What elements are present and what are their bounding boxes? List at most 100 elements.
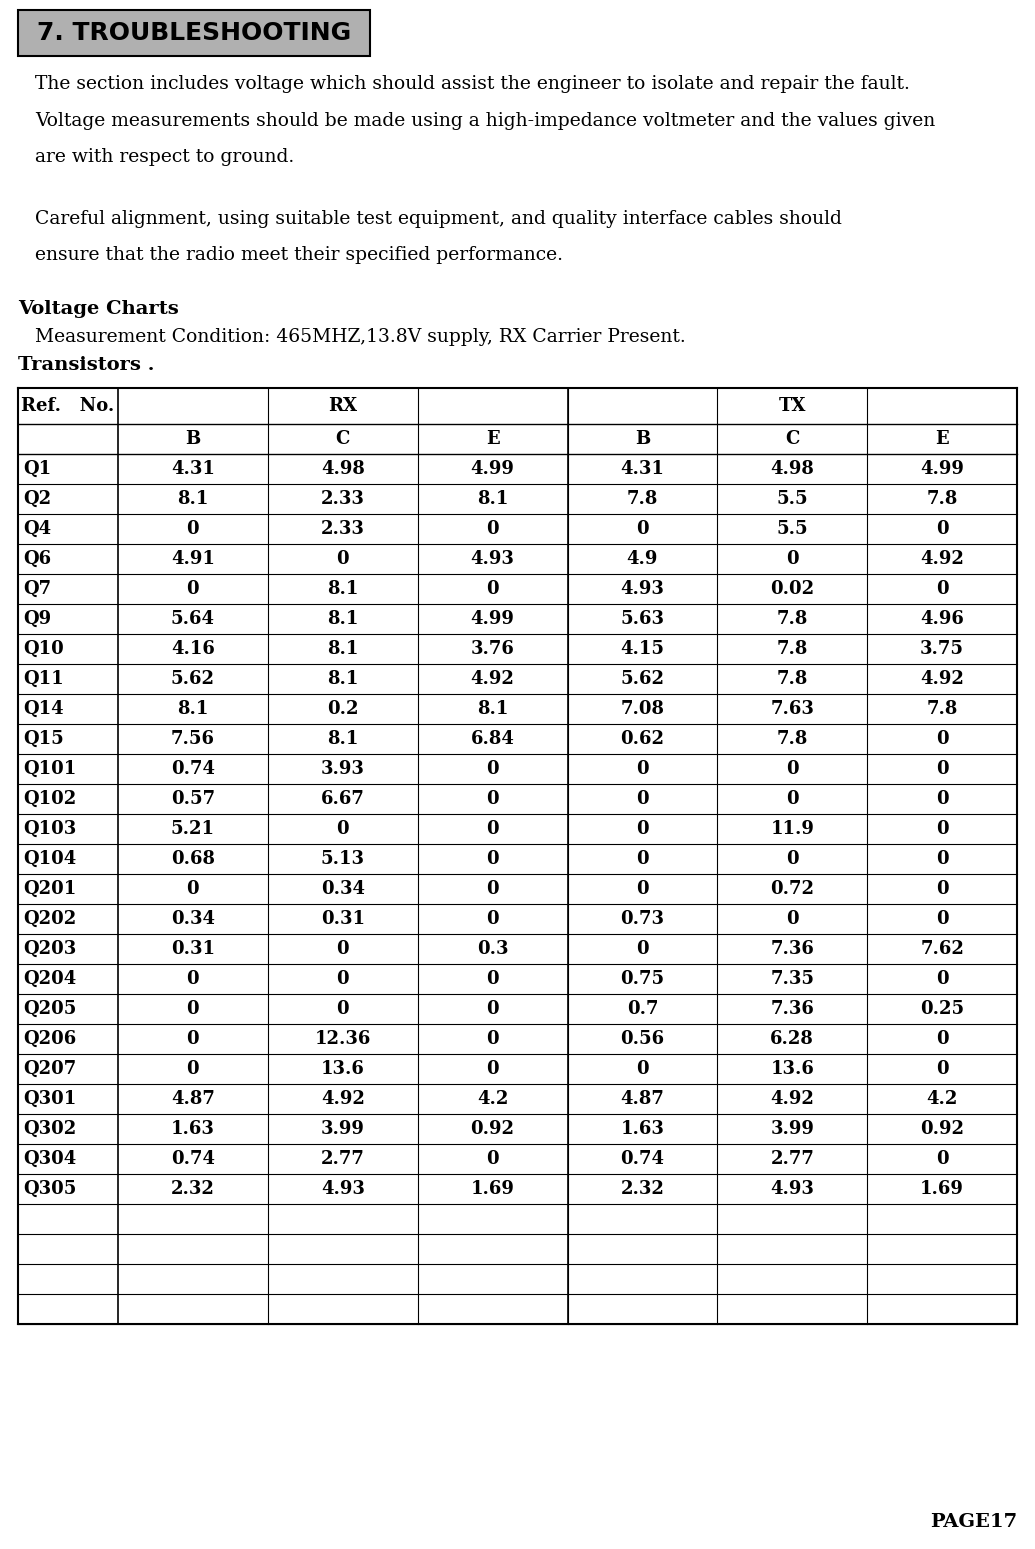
Text: Q7: Q7 — [23, 579, 51, 598]
Text: Q304: Q304 — [23, 1149, 77, 1168]
Text: 0.31: 0.31 — [321, 909, 364, 928]
Text: 4.15: 4.15 — [620, 640, 664, 658]
Text: 5.64: 5.64 — [171, 610, 215, 627]
Text: 0: 0 — [486, 761, 499, 778]
Text: 0: 0 — [936, 520, 948, 538]
Text: 1.63: 1.63 — [171, 1120, 215, 1139]
Text: 7.8: 7.8 — [776, 610, 808, 627]
Text: 5.5: 5.5 — [776, 489, 808, 508]
Text: Q202: Q202 — [23, 909, 77, 928]
Text: 0.74: 0.74 — [171, 1149, 215, 1168]
Text: 8.1: 8.1 — [477, 489, 508, 508]
Text: Q204: Q204 — [23, 970, 77, 988]
Text: 0: 0 — [336, 970, 349, 988]
Text: B: B — [634, 431, 650, 448]
Text: 7.08: 7.08 — [620, 700, 664, 719]
Text: 0: 0 — [786, 850, 799, 867]
Text: 7.63: 7.63 — [770, 700, 815, 719]
Text: 4.16: 4.16 — [171, 640, 215, 658]
Text: 2.33: 2.33 — [321, 520, 364, 538]
Text: 3.99: 3.99 — [770, 1120, 815, 1139]
Text: 8.1: 8.1 — [177, 489, 209, 508]
Text: 0.25: 0.25 — [920, 1001, 965, 1018]
Text: 0: 0 — [486, 1030, 499, 1049]
Bar — [18, 9, 369, 56]
Text: are with respect to ground.: are with respect to ground. — [35, 149, 294, 166]
Text: Q207: Q207 — [23, 1060, 77, 1078]
Text: Q1: Q1 — [23, 460, 51, 479]
Text: 5.13: 5.13 — [321, 850, 364, 867]
Text: 0.74: 0.74 — [171, 761, 215, 778]
Text: 0: 0 — [486, 909, 499, 928]
Text: Voltage measurements should be made using a high-impedance voltmeter and the val: Voltage measurements should be made usin… — [35, 112, 936, 130]
Text: 0.92: 0.92 — [920, 1120, 964, 1139]
Text: 0: 0 — [186, 579, 199, 598]
Text: 4.92: 4.92 — [770, 1090, 815, 1108]
Text: 13.6: 13.6 — [770, 1060, 815, 1078]
Text: 0: 0 — [637, 940, 649, 957]
Text: Measurement Condition: 465MHZ,13.8V supply, RX Carrier Present.: Measurement Condition: 465MHZ,13.8V supp… — [35, 328, 686, 345]
Text: 4.92: 4.92 — [920, 550, 964, 568]
Text: Q205: Q205 — [23, 1001, 77, 1018]
Text: 4.87: 4.87 — [171, 1090, 215, 1108]
Text: 0.56: 0.56 — [620, 1030, 664, 1049]
Text: 0.2: 0.2 — [327, 700, 358, 719]
Text: 4.2: 4.2 — [477, 1090, 508, 1108]
Text: 0: 0 — [336, 819, 349, 838]
Text: 4.93: 4.93 — [770, 1180, 815, 1197]
Text: 3.99: 3.99 — [321, 1120, 364, 1139]
Text: 3.93: 3.93 — [321, 761, 364, 778]
Text: 0: 0 — [336, 1001, 349, 1018]
Text: 3.75: 3.75 — [920, 640, 964, 658]
Text: 0: 0 — [936, 761, 948, 778]
Text: E: E — [936, 431, 949, 448]
Text: 0: 0 — [486, 850, 499, 867]
Text: 0: 0 — [486, 1001, 499, 1018]
Text: 8.1: 8.1 — [327, 671, 358, 688]
Text: 4.99: 4.99 — [920, 460, 964, 479]
Text: Q6: Q6 — [23, 550, 51, 568]
Text: RX: RX — [328, 397, 357, 415]
Text: 0.68: 0.68 — [171, 850, 215, 867]
Text: 8.1: 8.1 — [327, 610, 358, 627]
Text: Q201: Q201 — [23, 880, 77, 898]
Text: 2.32: 2.32 — [620, 1180, 664, 1197]
Text: Q11: Q11 — [23, 671, 63, 688]
Text: The section includes voltage which should assist the engineer to isolate and rep: The section includes voltage which shoul… — [35, 74, 910, 93]
Text: 4.91: 4.91 — [171, 550, 215, 568]
Text: B: B — [185, 431, 201, 448]
Text: Q14: Q14 — [23, 700, 63, 719]
Text: 3.76: 3.76 — [471, 640, 514, 658]
Text: Q15: Q15 — [23, 730, 64, 748]
Text: 0: 0 — [786, 790, 799, 809]
Text: 4.93: 4.93 — [620, 579, 664, 598]
Text: 0: 0 — [186, 520, 199, 538]
Text: 4.99: 4.99 — [471, 460, 514, 479]
Text: 0.57: 0.57 — [171, 790, 215, 809]
Text: 7.36: 7.36 — [770, 940, 815, 957]
Text: 0.02: 0.02 — [770, 579, 815, 598]
Text: Q302: Q302 — [23, 1120, 77, 1139]
Text: 4.31: 4.31 — [620, 460, 664, 479]
Text: 0: 0 — [336, 550, 349, 568]
Text: 0: 0 — [637, 880, 649, 898]
Text: 5.5: 5.5 — [776, 520, 808, 538]
Text: Q10: Q10 — [23, 640, 64, 658]
Text: 0: 0 — [936, 1030, 948, 1049]
Text: 0: 0 — [486, 579, 499, 598]
Text: 0: 0 — [786, 909, 799, 928]
Text: 0: 0 — [186, 880, 199, 898]
Text: 2.77: 2.77 — [770, 1149, 815, 1168]
Text: 0: 0 — [637, 819, 649, 838]
Text: 11.9: 11.9 — [770, 819, 815, 838]
Text: 0: 0 — [486, 819, 499, 838]
Text: Transistors .: Transistors . — [18, 356, 154, 373]
Text: 4.92: 4.92 — [920, 671, 964, 688]
Text: 7.8: 7.8 — [926, 700, 957, 719]
Text: 8.1: 8.1 — [177, 700, 209, 719]
Text: Q305: Q305 — [23, 1180, 77, 1197]
Text: 0.73: 0.73 — [620, 909, 664, 928]
Text: 0: 0 — [936, 790, 948, 809]
Text: 0: 0 — [936, 819, 948, 838]
Text: 4.98: 4.98 — [321, 460, 364, 479]
